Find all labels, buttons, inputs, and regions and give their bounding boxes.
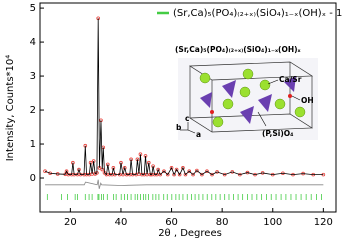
legend-label: (Sr,Ca)₅(PO₄)₍₂₊ₓ₎(SiO₄)₁₋ₓ(OH)ₓ - 100%: [173, 8, 343, 19]
profile-line: [45, 179, 324, 189]
inset-label: OH: [301, 96, 314, 105]
observed-point: [64, 169, 69, 174]
observed-point: [169, 166, 174, 170]
observed-point: [191, 172, 195, 177]
observed-point: [165, 172, 170, 177]
oh-atom: [288, 94, 292, 98]
ca-atom: [222, 98, 234, 110]
ca-atom: [212, 116, 224, 128]
y-tick-label: 1: [30, 139, 36, 150]
ca-atom: [239, 86, 251, 98]
observed-point: [174, 167, 179, 172]
ca-atom: [259, 79, 271, 91]
x-tick-label: 120: [314, 217, 333, 228]
observed-point: [195, 168, 199, 173]
axis-arrow: [187, 129, 196, 134]
plot-area: 0 1 2 3 4 5 20 40 60 80 100 120: [30, 2, 337, 228]
observed-point: [222, 172, 227, 177]
observed-point: [205, 169, 209, 174]
observed-point: [177, 172, 182, 177]
tetrahedron: [258, 94, 272, 112]
profile-line: [44, 18, 324, 176]
crystal-inset: (Sr,Ca)₅(PO₄)₍₂₊ₓ₎(SiO₄)₁₋ₓ(OH)ₓ Ca/Sr O…: [175, 45, 318, 140]
tetrahedron: [284, 76, 296, 92]
inset-label: c: [185, 114, 189, 123]
tetrahedron: [240, 106, 254, 124]
observed-point: [158, 172, 162, 177]
inset-title: (Sr,Ca)₅(PO₄)₍₂₊ₓ₎(SiO₄)₁₋ₓ(OH)ₓ: [175, 45, 302, 54]
y-tick-label: 3: [30, 71, 36, 82]
pointer: [257, 111, 267, 127]
y-tick-label: 2: [30, 105, 36, 116]
ca-atom: [242, 68, 254, 80]
inset-label: Ca/Sr: [279, 75, 302, 84]
x-tick-label: 80: [216, 217, 229, 228]
ca-atom: [274, 98, 286, 110]
tetrahedron: [222, 80, 236, 98]
observed-point: [43, 169, 47, 174]
inset-label: b: [176, 123, 182, 132]
observed-point: [230, 170, 235, 174]
y-tick-label: 4: [30, 37, 36, 48]
pointer: [291, 95, 301, 101]
y-tick-label: 0: [30, 173, 36, 184]
observed-point: [215, 170, 219, 174]
ca-atom: [199, 72, 211, 84]
observed-point: [210, 172, 214, 177]
tetrahedron: [200, 92, 212, 108]
ca-atom: [294, 106, 306, 118]
observed-point: [162, 169, 166, 174]
observed-point: [181, 166, 185, 170]
plot-frame: [39, 2, 337, 213]
x-tick-label: 100: [263, 217, 282, 228]
observed-point: [200, 172, 204, 177]
inset-label: a: [196, 130, 201, 139]
y-tick-label: 5: [30, 3, 36, 14]
observed-point: [183, 172, 188, 177]
pointer: [267, 79, 279, 85]
x-axis-title: 2θ , Degrees: [158, 228, 222, 239]
x-tick-label: 40: [115, 217, 128, 228]
oh-atom: [210, 110, 214, 114]
inset-label: (P,Si)O₄: [262, 129, 293, 138]
y-axis-title: Intensity, Counts*10⁴: [5, 55, 16, 162]
x-tick-label: 60: [165, 217, 178, 228]
observed-point: [187, 169, 192, 174]
observed-point: [172, 172, 176, 177]
x-tick-label: 20: [64, 217, 77, 228]
